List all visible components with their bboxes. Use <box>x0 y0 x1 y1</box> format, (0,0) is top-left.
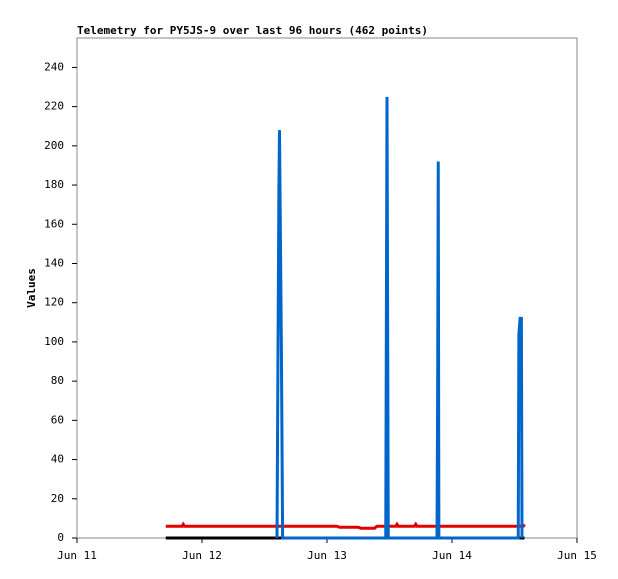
x-tick-label: Jun 13 <box>307 549 347 562</box>
x-tick-label: Jun 14 <box>432 549 472 562</box>
x-tick-label: Jun 12 <box>182 549 222 562</box>
y-tick-label: 60 <box>51 413 64 426</box>
y-tick-label: 40 <box>51 453 64 466</box>
y-tick-label: 20 <box>51 492 64 505</box>
series-line <box>275 96 524 540</box>
x-tick-label: Jun 15 <box>557 549 597 562</box>
y-tick-label: 80 <box>51 374 64 387</box>
chart-title: Telemetry for PY5JS-9 over last 96 hours… <box>77 24 428 37</box>
plot-frame <box>76 37 578 539</box>
y-tick-label: 120 <box>44 296 64 309</box>
y-tick-label: 240 <box>44 60 64 73</box>
x-tick-label: Jun 11 <box>57 549 97 562</box>
y-tick-label: 220 <box>44 100 64 113</box>
series-line <box>165 521 526 530</box>
y-tick-label: 160 <box>44 217 64 230</box>
y-axis-label: Values <box>25 268 38 308</box>
y-tick-label: 200 <box>44 139 64 152</box>
y-tick-label: 100 <box>44 335 64 348</box>
y-tick-label: 180 <box>44 178 64 191</box>
y-tick-label: 0 <box>57 531 64 544</box>
y-tick-label: 140 <box>44 256 64 269</box>
